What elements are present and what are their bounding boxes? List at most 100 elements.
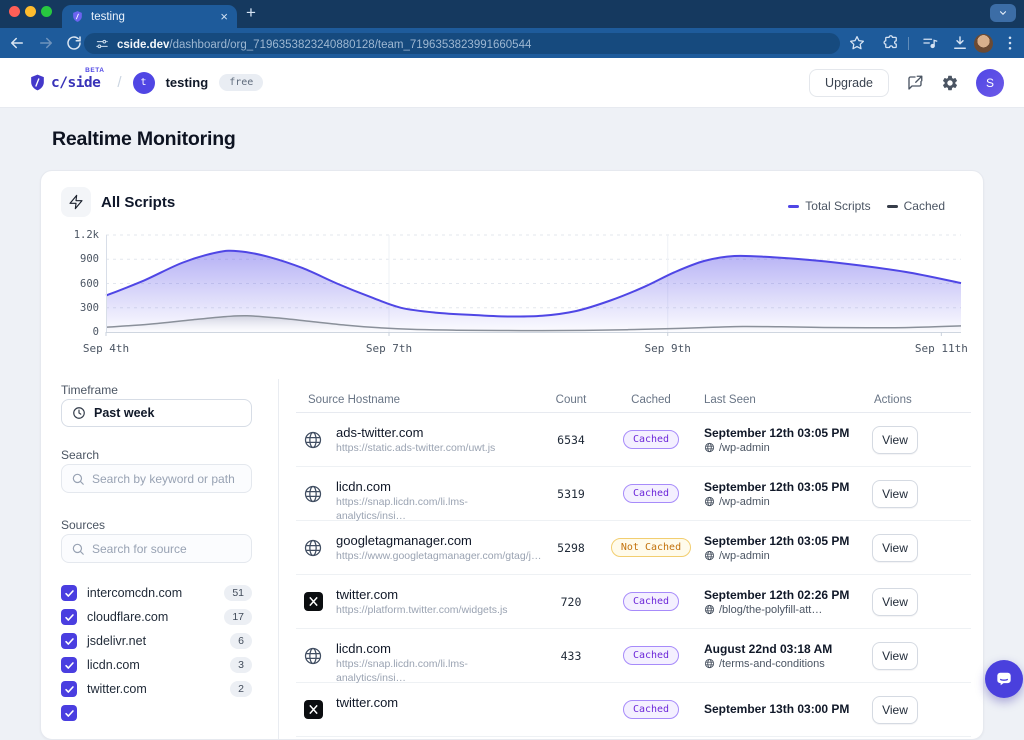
last-seen-path: /wp-admin [719, 442, 770, 454]
chat-bubble-icon [994, 669, 1014, 689]
cached-badge: Not Cached [611, 538, 691, 557]
checkbox-checked-icon[interactable] [61, 609, 77, 625]
view-button[interactable]: View [872, 480, 918, 508]
view-button[interactable]: View [872, 696, 918, 724]
count-value: 6534 [536, 433, 606, 447]
sources-search-input[interactable] [92, 542, 242, 556]
checkbox-checked-icon[interactable] [61, 657, 77, 673]
beta-badge: BETA [85, 67, 104, 74]
search-input[interactable] [92, 472, 242, 486]
view-button[interactable]: View [872, 642, 918, 670]
all-scripts-card: All Scripts Total Scripts Cached 0300600… [40, 170, 984, 740]
view-button[interactable]: View [872, 534, 918, 562]
tab-close-icon[interactable]: × [220, 10, 228, 23]
last-seen-date: August 22nd 03:18 AM [704, 642, 866, 656]
window-close-button[interactable] [9, 6, 20, 17]
last-seen-path: /wp-admin [719, 550, 770, 562]
count-value: 5298 [536, 541, 606, 555]
page-globe-icon [704, 658, 715, 669]
cside-logo[interactable]: c/side BETA [28, 73, 100, 92]
last-seen-path: /wp-admin [719, 496, 770, 508]
table-row: twitter.com Cached September 13th 03:00 … [296, 683, 971, 737]
tab-search-chevron-button[interactable] [990, 4, 1016, 22]
last-seen-path: /terms-and-conditions [719, 658, 825, 670]
source-hostname: twitter.com [336, 587, 508, 602]
source-filter-row[interactable]: cloudflare.com 17 [61, 605, 252, 629]
app-header: c/side BETA / t testing free Upgrade S [0, 58, 1024, 108]
site-settings-tune-icon[interactable] [95, 37, 109, 51]
settings-gear-icon[interactable] [941, 74, 959, 92]
media-controls-icon[interactable] [921, 34, 939, 52]
source-name: twitter.com [87, 682, 220, 696]
view-button[interactable]: View [872, 426, 918, 454]
intercom-chat-button[interactable] [985, 660, 1023, 698]
timeframe-label: Timeframe [61, 383, 118, 397]
timeframe-select[interactable]: Past week [61, 399, 252, 427]
page-globe-icon [704, 496, 715, 507]
search-field[interactable] [61, 464, 252, 493]
x-tick-label: Sep 7th [366, 342, 412, 355]
timeframe-value: Past week [94, 406, 154, 420]
page-globe-icon [704, 550, 715, 561]
reload-icon[interactable] [65, 34, 83, 52]
y-tick-label: 300 [80, 302, 99, 314]
source-url: https://static.ads-twitter.com/uwt.js [336, 441, 495, 455]
upgrade-button[interactable]: Upgrade [809, 69, 889, 97]
source-filter-row[interactable]: intercomcdn.com 51 [61, 581, 252, 605]
window-zoom-button[interactable] [41, 6, 52, 17]
team-name[interactable]: testing [166, 75, 209, 90]
forward-icon[interactable] [37, 34, 55, 52]
new-tab-button[interactable]: + [246, 3, 256, 23]
cached-badge: Cached [623, 430, 679, 449]
card-title: All Scripts [101, 194, 175, 211]
source-filter-row[interactable]: twitter.com 2 [61, 677, 252, 701]
source-name: jsdelivr.net [87, 634, 220, 648]
source-filter-row[interactable]: jsdelivr.net 6 [61, 629, 252, 653]
sources-search-field[interactable] [61, 534, 252, 563]
source-count-badge: 3 [230, 657, 252, 673]
source-filter-row[interactable] [61, 701, 252, 725]
user-avatar[interactable]: S [976, 69, 1004, 97]
globe-icon [303, 538, 323, 558]
globe-icon [303, 646, 323, 666]
extensions-puzzle-icon[interactable] [882, 34, 900, 52]
brand-shield-icon [28, 73, 47, 92]
browser-tab[interactable]: testing × [62, 5, 237, 28]
legend-total-scripts: Total Scripts [788, 199, 870, 213]
scripts-table: Source Hostname Count Cached Last Seen A… [296, 387, 971, 737]
browser-toolbar: cside.dev/dashboard/org_7196353823240880… [0, 28, 1024, 58]
url-bar[interactable]: cside.dev/dashboard/org_7196353823240880… [84, 33, 840, 54]
table-row: licdn.com https://snap.licdn.com/li.lms-… [296, 467, 971, 521]
chart-legend: Total Scripts Cached [788, 199, 945, 213]
brand-name: c/side [51, 75, 100, 91]
x-tick-label: Sep 4th [83, 342, 129, 355]
tab-title: testing [91, 11, 213, 23]
checkbox-checked-icon[interactable] [61, 633, 77, 649]
source-name: cloudflare.com [87, 610, 214, 624]
x-tick-label: Sep 11th [915, 342, 968, 355]
window-minimize-button[interactable] [25, 6, 36, 17]
checkbox-checked-icon[interactable] [61, 681, 77, 697]
checkbox-checked-icon[interactable] [61, 585, 77, 601]
feedback-icon[interactable] [906, 74, 924, 92]
col-cached: Cached [606, 394, 696, 406]
kebab-menu-icon[interactable] [1001, 34, 1019, 52]
cached-badge: Cached [623, 700, 679, 719]
source-count-badge: 17 [224, 609, 252, 625]
source-count-badge: 51 [224, 585, 252, 601]
source-filter-row[interactable]: licdn.com 3 [61, 653, 252, 677]
x-logo-icon [303, 700, 323, 720]
toolbar-divider [908, 37, 909, 50]
team-avatar[interactable]: t [133, 72, 155, 94]
plan-badge: free [219, 74, 263, 91]
last-seen-path: /blog/the-polyfill-att… [719, 604, 822, 616]
legend-cached: Cached [887, 199, 945, 213]
back-icon[interactable] [8, 34, 26, 52]
download-icon[interactable] [951, 34, 969, 52]
browser-profile-avatar[interactable] [974, 34, 993, 53]
source-url: https://platform.twitter.com/widgets.js [336, 603, 508, 617]
bookmark-star-icon[interactable] [848, 34, 866, 52]
checkbox-checked-icon[interactable] [61, 705, 77, 721]
legend-cached-dash-icon [887, 205, 898, 208]
view-button[interactable]: View [872, 588, 918, 616]
